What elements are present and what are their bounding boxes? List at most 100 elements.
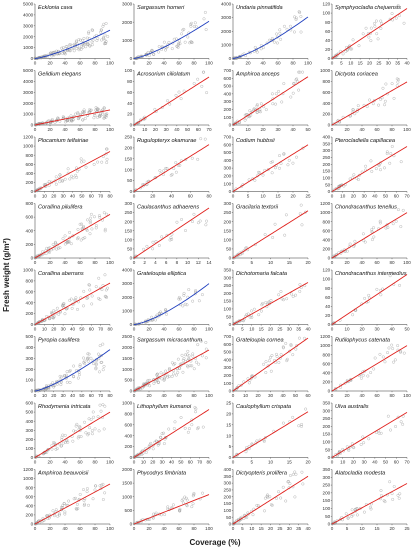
y-tick-label: 1000 [23, 144, 34, 149]
data-point [52, 385, 56, 389]
data-point [100, 288, 104, 292]
x-tick-label: 60 [275, 61, 281, 66]
data-point [88, 288, 92, 292]
data-point [386, 414, 390, 418]
data-point [79, 47, 83, 51]
data-point [47, 180, 51, 183]
data-point [188, 364, 192, 368]
data-point [344, 512, 348, 516]
y-tick-label: 400 [224, 467, 232, 472]
data-point [385, 150, 389, 154]
data-point [379, 431, 383, 435]
data-point [341, 52, 345, 56]
data-point [357, 173, 361, 177]
x-tick-label: 10 [249, 526, 255, 531]
data-point [202, 70, 206, 74]
data-point [371, 102, 375, 106]
data-point [370, 170, 374, 173]
x-axis-title: Coverage (%) [189, 538, 240, 547]
x-tick-label: 60 [176, 61, 182, 66]
data-point [81, 110, 85, 114]
data-point [242, 319, 245, 323]
data-point [177, 43, 181, 46]
data-point [255, 47, 259, 51]
data-point [250, 309, 253, 313]
data-point [55, 306, 59, 310]
data-point [263, 509, 266, 513]
panel-title: Caulacanthus adhaerens [137, 205, 199, 211]
data-point [284, 499, 288, 503]
x-tick-label: 60 [188, 460, 194, 465]
data-point [393, 358, 397, 362]
panel-title: Corallina pilulifera [38, 205, 82, 211]
data-point [193, 21, 197, 25]
data-point [279, 37, 283, 41]
data-point [54, 447, 58, 451]
data-point [364, 164, 367, 168]
data-point [397, 78, 400, 82]
data-point [74, 39, 78, 43]
data-point [63, 312, 67, 316]
data-point [99, 28, 103, 32]
y-tick-label: 0 [229, 522, 232, 527]
data-point [194, 407, 198, 411]
data-point [98, 214, 101, 218]
data-point [279, 353, 283, 357]
data-point [190, 156, 194, 160]
data-point [166, 505, 170, 509]
data-point [74, 507, 78, 511]
data-point [88, 110, 91, 114]
data-point [165, 167, 169, 170]
data-point [172, 167, 176, 170]
data-point [401, 208, 405, 212]
x-tick-label: 20 [150, 460, 156, 465]
data-point [203, 137, 207, 141]
x-tick-label: 0 [232, 393, 235, 398]
y-tick-label: 0 [130, 189, 133, 194]
data-point [82, 224, 85, 228]
data-point [294, 472, 298, 476]
y-tick-label: 100 [26, 378, 34, 383]
data-point [157, 439, 161, 443]
data-point [271, 102, 275, 106]
data-point [156, 443, 160, 447]
y-tick-label: 100 [224, 115, 232, 120]
x-tick-label: 25 [404, 526, 410, 531]
y-tick-label: 800 [125, 412, 133, 417]
data-point [264, 436, 267, 439]
data-point [88, 44, 92, 48]
data-point [35, 455, 39, 458]
data-point [83, 420, 86, 424]
y-tick-label: 2000 [221, 29, 232, 34]
data-point [296, 80, 299, 84]
y-tick-label: 1000 [122, 401, 133, 406]
data-point [399, 160, 403, 164]
data-point [85, 229, 89, 232]
x-tick-label: 10 [260, 194, 266, 199]
data-point [136, 387, 140, 391]
data-point [47, 317, 51, 321]
y-tick-label: 60 [325, 29, 331, 34]
x-tick-label: 0 [232, 61, 235, 66]
data-point [60, 505, 63, 509]
data-point [60, 375, 64, 379]
data-point [52, 441, 55, 445]
y-tick-label: 3000 [23, 90, 34, 95]
y-tick-label: 200 [323, 380, 331, 385]
data-point [297, 70, 301, 74]
data-point [83, 117, 87, 120]
data-point [33, 323, 37, 326]
x-tick-label: 60 [176, 393, 182, 398]
x-tick-label: 50 [185, 127, 191, 132]
data-point [133, 189, 137, 193]
data-point [190, 364, 194, 368]
data-point [100, 38, 103, 42]
y-tick-label: 4000 [23, 13, 34, 18]
data-point [68, 236, 72, 240]
data-point [167, 427, 171, 431]
x-tick-label: 100 [205, 526, 213, 531]
data-point [196, 221, 200, 225]
data-point [86, 352, 90, 356]
data-point [92, 215, 96, 219]
